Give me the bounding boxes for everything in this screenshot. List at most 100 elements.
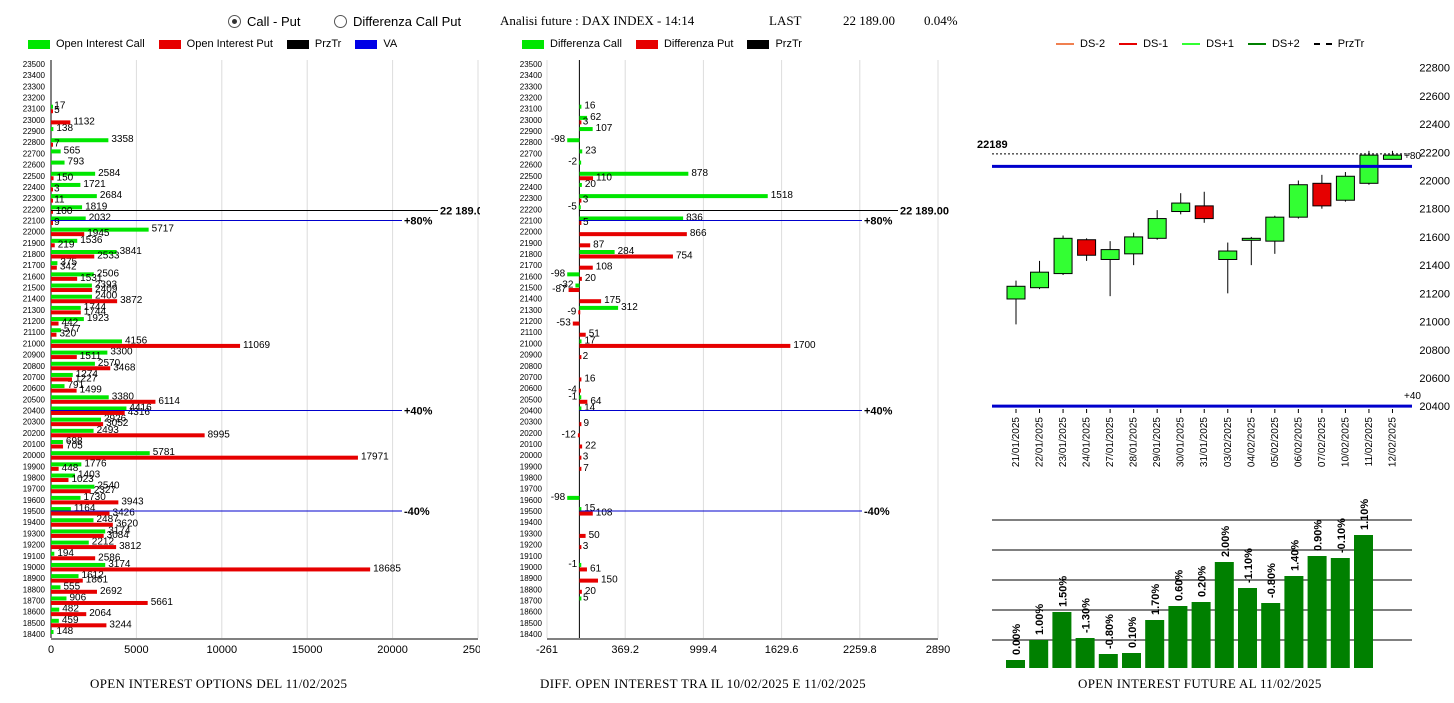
y-tick-label: 21800 <box>1419 204 1450 216</box>
data-label: 3872 <box>120 295 143 306</box>
candle-body <box>1053 237 1073 275</box>
bar <box>579 127 593 132</box>
radio-call-put[interactable]: Call - Put <box>228 14 300 29</box>
data-label: 20 <box>585 586 597 597</box>
bar <box>579 149 583 154</box>
data-label: -0.80% <box>1104 614 1116 649</box>
data-label: 1.00% <box>1034 604 1046 635</box>
strike-label: 23300 <box>23 82 46 91</box>
strike-label: 22000 <box>23 228 46 237</box>
bar <box>51 612 87 617</box>
data-label: 577 <box>64 324 81 335</box>
data-label: 375 <box>60 257 77 268</box>
strike-label: 19200 <box>520 541 543 550</box>
legend-mid: Differenza Call Differenza Put PrzTr <box>522 38 802 50</box>
data-label: 1.10% <box>1359 499 1371 530</box>
data-label: 1819 <box>85 201 108 212</box>
data-label: 866 <box>690 228 707 239</box>
strike-label: 20300 <box>520 418 543 427</box>
data-label: 3 <box>583 116 589 127</box>
strike-label: 20100 <box>520 440 543 449</box>
strike-label: 18600 <box>520 608 543 617</box>
bar <box>51 109 53 114</box>
va-label: +80% <box>404 215 433 227</box>
bar <box>51 600 148 605</box>
data-label: 175 <box>604 295 621 306</box>
radio-unselected-icon[interactable] <box>334 15 347 28</box>
data-label: -98 <box>551 268 566 279</box>
data-label: 1.50% <box>1057 576 1069 607</box>
data-label: 320 <box>59 329 76 340</box>
data-label: 3358 <box>111 134 134 145</box>
va-label: -40% <box>864 506 890 518</box>
data-label: 107 <box>596 123 613 134</box>
data-label: -1.30% <box>1081 598 1093 633</box>
strike-label: 20600 <box>23 384 46 393</box>
y-tick-label: 21400 <box>1419 260 1450 272</box>
strike-label: 19000 <box>520 563 543 572</box>
legend-item: PrzTr <box>747 38 802 50</box>
bar <box>568 288 580 293</box>
bar <box>51 283 92 288</box>
bar <box>51 216 86 221</box>
strike-label: 22700 <box>23 149 46 158</box>
data-label: 555 <box>63 581 80 592</box>
bar <box>51 238 78 243</box>
bar <box>51 160 65 165</box>
strike-label: 22900 <box>23 127 46 136</box>
bar <box>579 232 687 237</box>
strike-label: 21000 <box>23 339 46 348</box>
y-tick-label: 20600 <box>1419 373 1450 385</box>
date-label: 11/02/2025 <box>1364 417 1375 467</box>
legend-item: Differenza Put <box>635 38 733 50</box>
bar <box>51 574 79 579</box>
bar <box>1075 638 1095 668</box>
strike-label: 23200 <box>520 94 543 103</box>
data-label: 3620 <box>116 519 139 530</box>
data-label: -0.80% <box>1266 563 1278 598</box>
data-label: 17971 <box>361 452 389 463</box>
strike-label: 22700 <box>520 149 543 158</box>
bar <box>579 562 582 567</box>
data-label: 150 <box>57 172 74 183</box>
data-label: 1518 <box>771 190 794 201</box>
bar <box>579 115 588 120</box>
data-label: 148 <box>57 626 74 637</box>
data-label: 2212 <box>92 537 115 548</box>
caption-mid: DIFF. OPEN INTEREST TRA IL 10/02/2025 E … <box>540 676 866 691</box>
strike-label: 18800 <box>520 585 543 594</box>
strike-label: 19300 <box>23 529 46 538</box>
radio-diff-call-put[interactable]: Differenza Call Put <box>334 14 461 29</box>
legend-item: DS-2 <box>1056 38 1105 50</box>
strike-label: 18900 <box>23 574 46 583</box>
data-label: 878 <box>691 168 708 179</box>
y-tick-label: 22000 <box>1419 175 1450 187</box>
bar <box>51 321 59 326</box>
bar <box>51 607 60 612</box>
strike-label: 19700 <box>520 485 543 494</box>
legend-left: Open Interest Call Open Interest Put PrzTr… <box>28 38 397 50</box>
strike-label: 22000 <box>520 228 543 237</box>
bar <box>51 585 61 590</box>
legend-label: DS+2 <box>1271 38 1300 50</box>
bar <box>51 562 106 567</box>
bar <box>579 343 791 348</box>
strike-label: 20200 <box>520 429 543 438</box>
bar <box>51 589 97 594</box>
bar <box>51 500 119 505</box>
bar <box>51 305 81 310</box>
bar <box>51 399 156 404</box>
bar <box>579 104 582 109</box>
bar <box>51 227 149 232</box>
va-label: +40% <box>864 405 893 417</box>
legend-label: DS+1 <box>1206 38 1234 50</box>
legend-swatch <box>158 39 181 49</box>
y-tick-label: 21600 <box>1419 232 1450 244</box>
data-label: 2.00% <box>1220 526 1232 557</box>
bar <box>579 194 768 199</box>
bar <box>51 489 91 494</box>
strike-label: 22300 <box>520 194 543 203</box>
data-label: -53 <box>556 318 571 329</box>
radio-selected-icon[interactable] <box>228 15 241 28</box>
legend-swatch <box>1247 43 1266 45</box>
